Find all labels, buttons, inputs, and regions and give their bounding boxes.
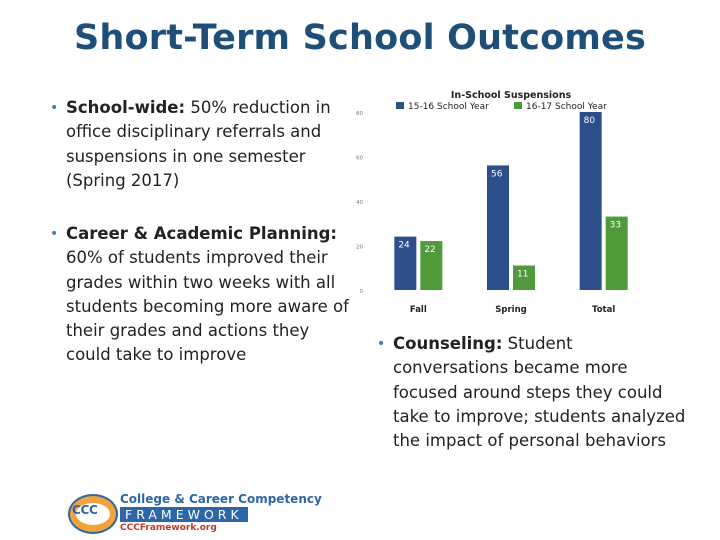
bar-total-1	[605, 216, 628, 290]
bullet-text: 60% of students improved their grades wi…	[66, 248, 349, 365]
bar-fall-1	[420, 241, 443, 290]
bullet-dot-icon: •	[50, 100, 59, 116]
bullet-school-wide: • School-wide: 50% reduction in office di…	[50, 96, 351, 193]
ccc-framework-logo: CCC College & Career Competency FRAMEWOR…	[68, 490, 322, 536]
bullet-lead: School-wide:	[66, 98, 186, 117]
y-tick-label: 0	[360, 289, 364, 295]
bullet-lead: Career & Academic Planning:	[66, 224, 338, 243]
data-label: 22	[424, 245, 435, 255]
legend-swatch	[396, 102, 404, 109]
data-label: 11	[517, 270, 528, 280]
logo-letters: CCC	[72, 503, 98, 517]
slide-title: Short-Term School Outcomes	[73, 18, 646, 58]
logo-line1: College & Career Competency	[120, 492, 322, 506]
y-tick-label: 40	[356, 200, 363, 206]
y-tick-label: 80	[356, 111, 363, 117]
y-tick-label: 60	[356, 156, 363, 162]
bullet-counseling: • Counseling: Student conversations becam…	[377, 332, 693, 453]
chart-title: In-School Suspensions	[451, 90, 572, 101]
bar-fall-0	[394, 236, 417, 290]
bullet-lead: Counseling:	[393, 334, 503, 353]
x-tick-label: Spring	[495, 305, 526, 315]
bullet-text: Student conversations became more focuse…	[393, 334, 686, 451]
y-tick-label: 20	[356, 245, 363, 251]
legend-label: 15-16 School Year	[408, 102, 489, 112]
legend-label: 16-17 School Year	[526, 102, 607, 112]
data-label: 33	[610, 221, 621, 231]
bar-spring-1	[513, 265, 535, 290]
data-label: 80	[584, 116, 596, 126]
logo-ring-icon	[68, 494, 118, 534]
in-school-suspensions-chart: In-School Suspensions 15-16 School Year 16…	[350, 86, 660, 322]
bullet-dot-icon: •	[377, 336, 386, 352]
bullet-text: 50% reduction in office disciplinary ref…	[66, 98, 331, 190]
logo-line2: FRAMEWORK	[120, 507, 248, 522]
logo-line3: CCCFramework.org	[120, 523, 217, 533]
bar-spring-0	[487, 165, 509, 290]
data-label: 56	[491, 169, 503, 179]
bullet-career-academic-planning: • Career & Academic Planning: 60% of stud…	[50, 222, 351, 368]
bullet-dot-icon: •	[50, 226, 59, 242]
legend-swatch	[514, 102, 522, 109]
x-tick-label: Total	[592, 305, 615, 315]
bar-total-0	[579, 112, 602, 290]
x-tick-label: Fall	[410, 305, 427, 315]
data-label: 24	[398, 241, 410, 251]
